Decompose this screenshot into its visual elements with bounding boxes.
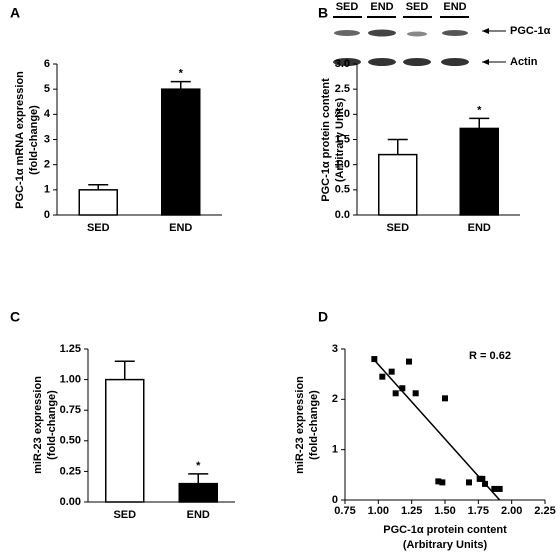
y-tick-label: 0.5 xyxy=(335,184,350,196)
bar xyxy=(378,153,418,216)
y-axis-label: miR-23 expression xyxy=(294,376,306,474)
y-tick-label: 3 xyxy=(44,133,50,145)
bar xyxy=(105,378,145,503)
correlation: R = 0.62 xyxy=(469,350,511,362)
bar xyxy=(178,482,218,503)
y-axis-label: (fold-change) xyxy=(46,390,58,460)
y-tick-label: 3 xyxy=(332,343,338,355)
point xyxy=(406,358,412,365)
significance: * xyxy=(179,68,184,80)
point xyxy=(388,368,395,375)
x-axis-label: (Arbitrary Units) xyxy=(403,539,488,551)
point xyxy=(482,480,488,487)
point xyxy=(435,478,442,485)
x-tick-label: 0.75 xyxy=(334,505,355,517)
significance: * xyxy=(196,460,201,472)
x-tick-label: 1.25 xyxy=(401,505,422,517)
panel-label: C xyxy=(10,309,20,325)
point xyxy=(439,479,446,486)
y-tick-label: 2.0 xyxy=(335,108,350,120)
x-tick-label: END xyxy=(468,222,491,234)
y-tick-label: 2 xyxy=(332,393,338,405)
y-tick-label: 0.75 xyxy=(60,404,81,416)
y-axis-label: (fold-change) xyxy=(28,105,40,175)
y-tick-label: 3.0 xyxy=(335,58,350,70)
panel-label: B xyxy=(318,5,328,21)
x-tick-label: 1.75 xyxy=(468,505,489,517)
y-tick-label: 2.5 xyxy=(335,83,350,95)
point xyxy=(442,395,448,402)
y-tick-label: 2 xyxy=(44,159,50,171)
y-tick-label: 1 xyxy=(332,444,338,456)
y-tick-label: 1.25 xyxy=(60,343,81,355)
y-tick-label: 4 xyxy=(44,108,51,120)
y-axis-label: PGC-1α mRNA expression xyxy=(14,71,26,209)
y-tick-label: 1.0 xyxy=(335,159,350,171)
y-tick-label: 0 xyxy=(44,209,50,221)
point xyxy=(399,385,406,392)
x-tick-label: END xyxy=(169,222,192,234)
lane-label: END xyxy=(370,1,393,13)
bar xyxy=(78,189,118,216)
y-axis-label: miR-23 expression xyxy=(32,376,44,474)
point xyxy=(466,479,472,486)
x-tick-label: 2.25 xyxy=(534,505,555,517)
x-tick-label: SED xyxy=(386,222,409,234)
point xyxy=(392,390,399,397)
point xyxy=(371,356,378,363)
x-tick-label: SED xyxy=(87,222,110,234)
y-tick-label: 0.00 xyxy=(60,496,81,508)
y-tick-label: 6 xyxy=(44,58,50,70)
y-tick-label: 1.00 xyxy=(60,374,81,386)
panel-label: D xyxy=(318,309,328,325)
x-tick-label: END xyxy=(187,509,210,521)
point xyxy=(479,475,486,482)
y-tick-label: 1.5 xyxy=(335,133,350,145)
y-axis-label: (fold-change) xyxy=(308,390,320,460)
lane-label: SED xyxy=(406,1,429,13)
point xyxy=(379,373,386,380)
western-blot xyxy=(333,16,506,66)
bar xyxy=(161,88,201,216)
lane-label: END xyxy=(443,1,466,13)
x-tick-label: SED xyxy=(113,509,136,521)
y-tick-label: 0 xyxy=(332,494,338,506)
y-tick-label: 0.25 xyxy=(60,465,81,477)
x-tick-label: 2.00 xyxy=(501,505,522,517)
lane-label: SED xyxy=(336,1,359,13)
panel-label: A xyxy=(10,5,20,21)
bar xyxy=(459,127,499,216)
x-tick-label: 1.00 xyxy=(368,505,389,517)
y-tick-label: 5 xyxy=(44,83,50,95)
band-label: Actin xyxy=(510,56,538,68)
y-tick-label: 1 xyxy=(44,184,50,196)
x-tick-label: 1.50 xyxy=(434,505,455,517)
y-tick-label: 0.0 xyxy=(335,209,350,221)
band-label: PGC-1α xyxy=(510,25,551,37)
y-axis-label: (Arbitrary Units) xyxy=(334,97,346,182)
x-axis-label: PGC-1α protein content xyxy=(383,524,507,536)
point xyxy=(412,390,419,397)
y-tick-label: 0.50 xyxy=(60,435,81,447)
point xyxy=(496,485,503,492)
point xyxy=(491,485,498,492)
significance: * xyxy=(477,104,482,116)
y-axis-label: PGC-1α protein content xyxy=(320,78,332,202)
